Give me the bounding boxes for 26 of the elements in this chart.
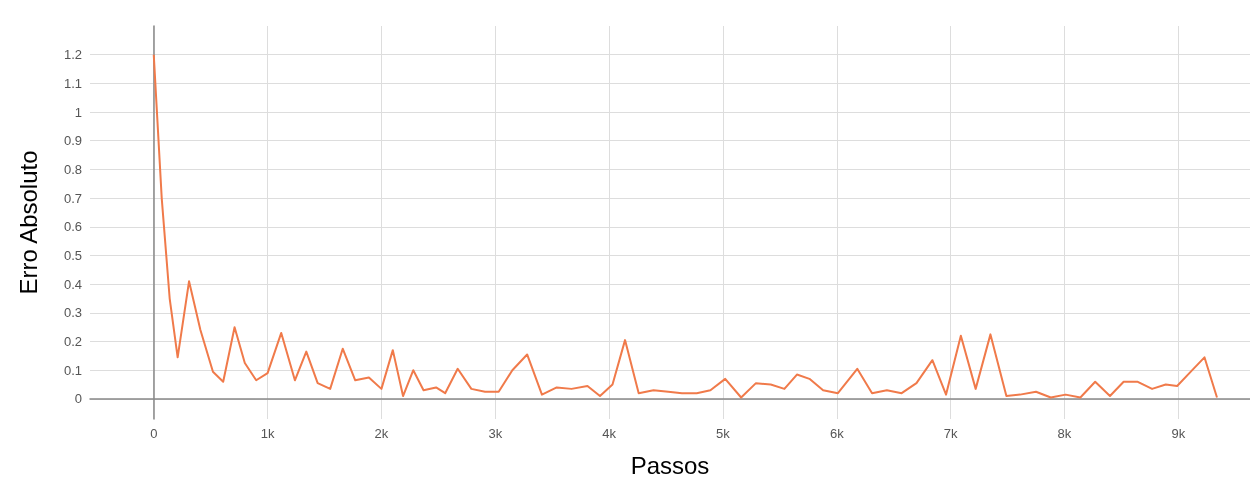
x-tick-label: 1k (260, 426, 275, 441)
y-tick-label: 0.6 (63, 219, 82, 235)
x-tick-label: 8k (1057, 426, 1072, 441)
y-tick-label: 0.8 (63, 161, 82, 177)
x-tick-label: 5k (716, 426, 731, 441)
x-tick-label: 0 (150, 426, 158, 441)
x-axis-title: Passos (630, 451, 710, 479)
x-tick-label: 9k (1171, 426, 1186, 441)
y-tick-label: 0.2 (63, 334, 82, 350)
y-tick-label: 0.5 (63, 247, 82, 263)
x-tick-label: 6k (829, 426, 845, 441)
y-tick-label: 0 (74, 391, 82, 407)
y-tick-label: 0.1 (63, 362, 82, 378)
y-axis-title: Erro Absoluto (14, 150, 42, 295)
y-tick-label: 1.1 (63, 75, 82, 91)
y-tick-label: 0.9 (63, 133, 82, 149)
y-tick-label: 1.2 (63, 47, 82, 63)
x-tick-label: 2k (374, 426, 389, 441)
line-series (152, 53, 1218, 399)
y-tick-label: 0.3 (63, 305, 82, 321)
x-tick-label: 3k (488, 426, 503, 441)
x-tick-label: 7k (943, 426, 958, 441)
y-tick-label: 0.4 (63, 276, 82, 292)
y-tick-label: 0.7 (63, 190, 82, 206)
x-tick-label: 4k (602, 426, 617, 441)
y-tick-label: 1 (74, 104, 82, 120)
